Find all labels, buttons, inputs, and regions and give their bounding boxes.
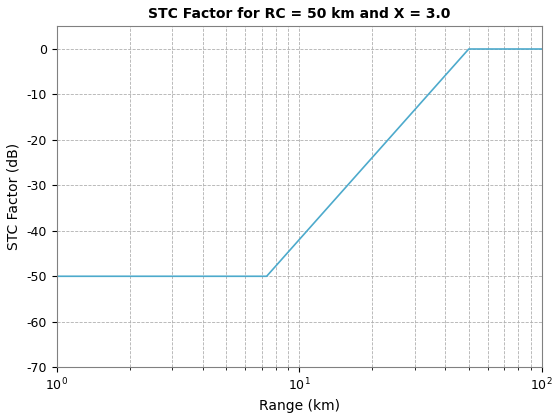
Y-axis label: STC Factor (dB): STC Factor (dB) [7, 143, 21, 250]
X-axis label: Range (km): Range (km) [259, 399, 340, 413]
Title: STC Factor for RC = 50 km and X = 3.0: STC Factor for RC = 50 km and X = 3.0 [148, 7, 450, 21]
